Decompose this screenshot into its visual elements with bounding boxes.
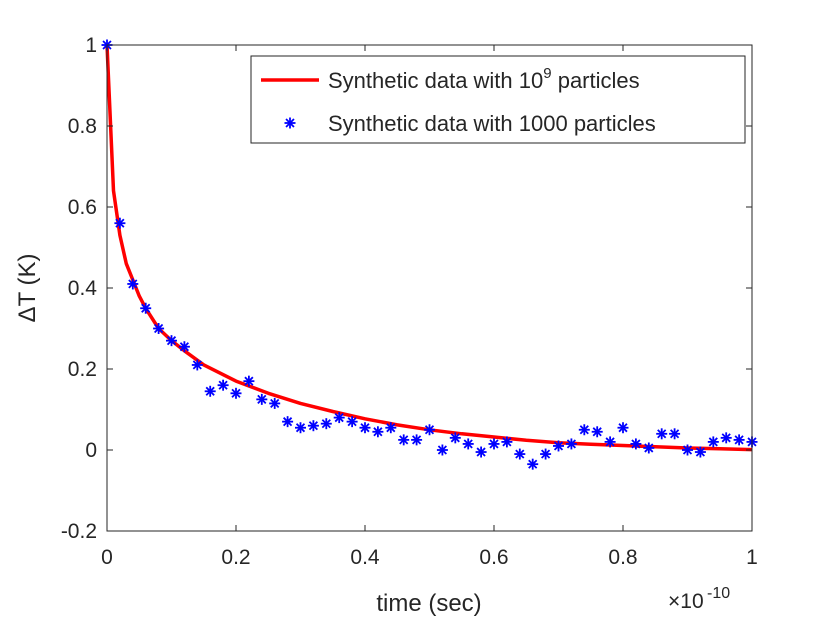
legend-asterisk <box>284 117 296 129</box>
data-point-1000-particles <box>114 217 126 229</box>
data-point-1000-particles <box>462 438 474 450</box>
x-tick-label: 0.6 <box>479 546 508 569</box>
y-tick-label: 0 <box>85 439 97 462</box>
data-point-1000-particles <box>372 426 384 438</box>
data-point-1000-particles <box>527 458 539 470</box>
data-point-1000-particles <box>204 385 216 397</box>
data-point-1000-particles <box>501 436 513 448</box>
data-point-1000-particles <box>153 323 165 334</box>
data-point-1000-particles <box>720 432 732 444</box>
data-point-1000-particles <box>475 446 487 458</box>
data-point-1000-particles <box>398 434 410 446</box>
data-point-1000-particles <box>166 335 177 347</box>
x-tick-label: 0.8 <box>608 546 637 569</box>
data-point-1000-particles <box>436 444 448 456</box>
data-point-1000-particles <box>333 412 345 424</box>
data-point-1000-particles <box>733 434 745 446</box>
data-point-1000-particles <box>565 438 577 450</box>
data-point-1000-particles <box>604 436 616 448</box>
data-point-1000-particles <box>553 440 564 452</box>
data-point-1000-particles <box>540 448 552 460</box>
legend-entry-2: Synthetic data with 1000 particles <box>328 111 656 136</box>
legend-asterisk-marker <box>284 117 296 129</box>
data-point-1000-particles <box>320 418 332 430</box>
x-tick-label: 0.2 <box>221 546 250 569</box>
y-tick-label: 1 <box>85 34 97 57</box>
y-tick-label: 0.8 <box>68 115 97 138</box>
y-tick-label: -0.2 <box>61 520 97 543</box>
x-exponent-base: ×10 <box>668 590 704 613</box>
data-point-1000-particles <box>643 442 655 454</box>
data-point-1000-particles <box>346 416 358 428</box>
y-axis-label: ΔT (K) <box>14 254 41 323</box>
y-tick-label: 0.2 <box>68 358 97 381</box>
legend-entry-1: Synthetic data with 109 particles <box>328 65 640 93</box>
series-layer <box>101 39 758 470</box>
data-point-1000-particles <box>617 422 629 434</box>
data-point-1000-particles <box>295 422 306 434</box>
data-point-1000-particles <box>694 446 706 458</box>
x-exponent-power: -10 <box>707 585 730 602</box>
x-axis: 0 0.2 0.4 0.6 0.8 1 <box>101 45 758 569</box>
data-point-1000-particles <box>411 434 423 446</box>
data-point-1000-particles <box>230 387 242 399</box>
data-point-1000-particles <box>127 278 139 290</box>
data-point-1000-particles <box>307 420 319 432</box>
x-axis-label: time (sec) <box>376 590 481 617</box>
y-axis: -0.2 0 0.2 0.4 0.6 0.8 1 <box>61 34 752 543</box>
data-point-1000-particles <box>256 393 268 405</box>
data-point-1000-particles <box>488 438 500 450</box>
legend: Synthetic data with 109 particles Synthe… <box>250 55 746 144</box>
legend-entry-1-name: Synthetic data with 10 <box>328 68 543 93</box>
data-point-1000-particles <box>359 422 371 434</box>
data-point-1000-particles <box>669 428 681 440</box>
data-point-1000-particles <box>630 438 642 450</box>
data-point-1000-particles <box>191 359 203 371</box>
legend-entry-1-superscript: 9 <box>543 65 551 82</box>
data-point-1000-particles <box>578 424 590 436</box>
data-point-1000-particles <box>282 416 294 428</box>
x-tick-label: 0 <box>101 546 113 569</box>
x-tick-label: 0.4 <box>350 546 380 569</box>
data-point-1000-particles <box>243 375 255 387</box>
data-point-1000-particles <box>217 379 229 391</box>
data-point-1000-particles <box>178 341 190 353</box>
y-tick-label: 0.4 <box>68 277 98 300</box>
data-point-1000-particles <box>682 444 693 456</box>
data-point-1000-particles <box>707 436 719 448</box>
x-tick-label: 1 <box>746 546 758 569</box>
data-point-1000-particles <box>140 302 152 314</box>
legend-entry-1-suffix: particles <box>552 68 640 93</box>
data-point-1000-particles <box>591 426 603 438</box>
data-point-1000-particles <box>269 397 281 409</box>
data-point-1000-particles <box>514 448 526 460</box>
y-tick-label: 0.6 <box>68 196 97 219</box>
legend-box <box>250 55 746 144</box>
data-point-1000-particles <box>656 428 668 440</box>
data-point-1000-particles <box>385 422 397 434</box>
data-point-1000-particles <box>449 432 461 444</box>
data-point-1000-particles <box>424 424 435 436</box>
x-exponent: ×10 -10 <box>668 585 730 613</box>
